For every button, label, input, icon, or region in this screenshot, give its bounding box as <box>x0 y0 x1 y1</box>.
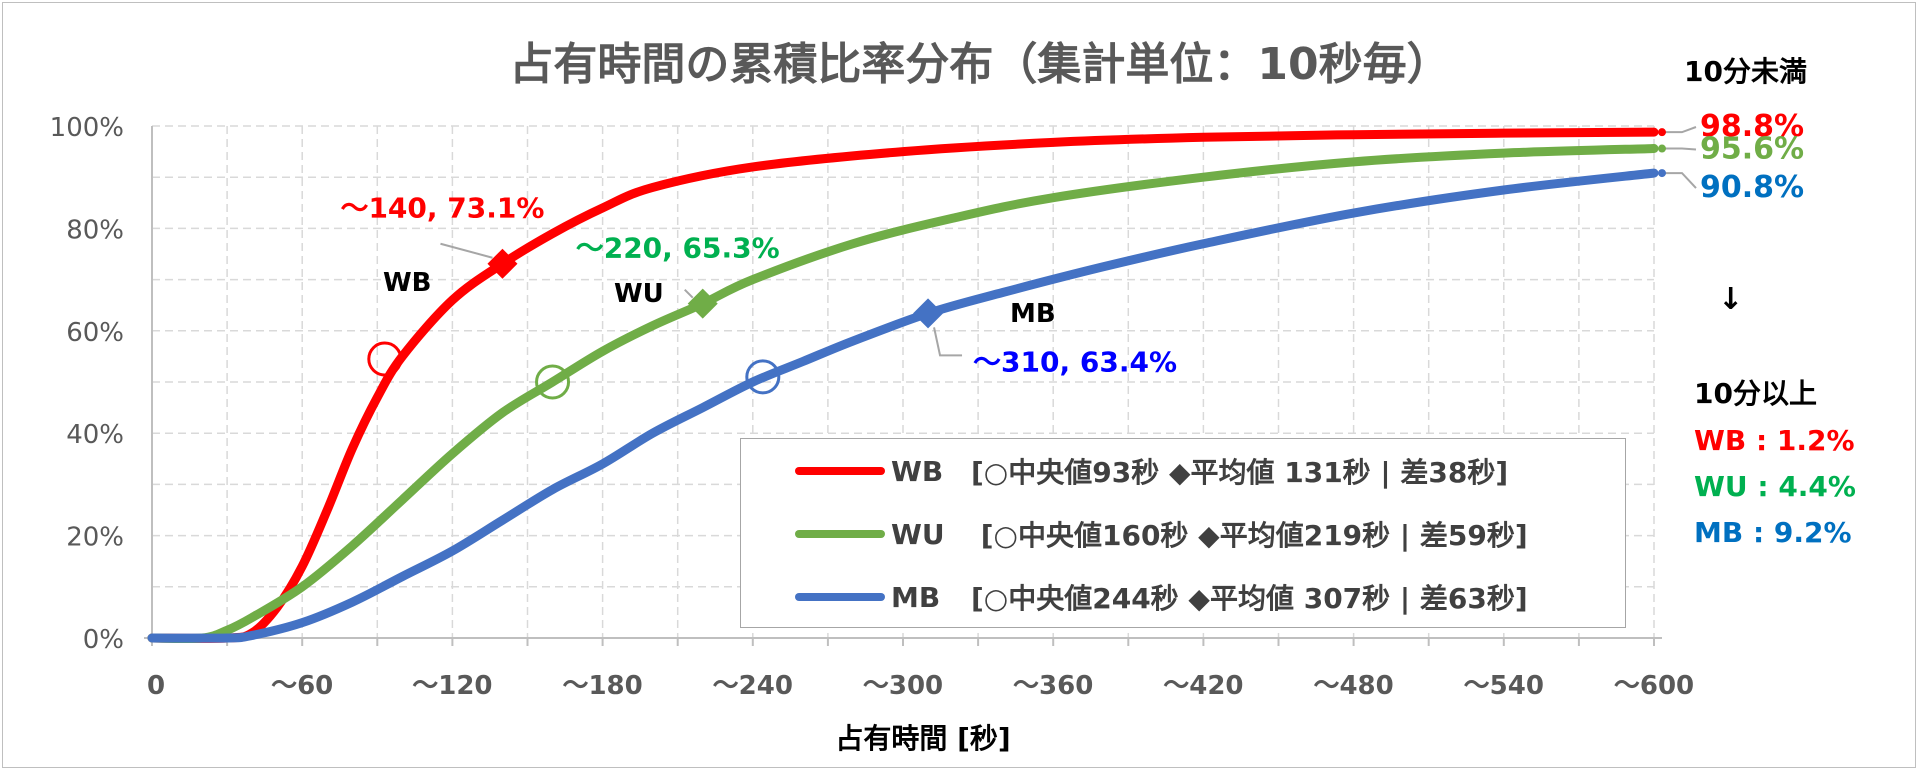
series-tag-mb: MB <box>1010 299 1056 329</box>
end-label-wu: 95.6% <box>1700 132 1804 167</box>
x-tick-label: 〜300 <box>863 671 943 701</box>
y-tick-label: 60% <box>66 318 124 348</box>
legend-text-wu: [○中央値160秒 ◆平均値219秒 | 差59秒] <box>971 519 1528 552</box>
legend-name-wb: WB <box>891 454 944 488</box>
series-line-wb <box>147 127 1659 643</box>
x-tick-label: 〜600 <box>1614 671 1694 701</box>
mean-leader-line-wb <box>440 242 493 259</box>
over-item-wu: WU : 4.4% <box>1694 470 1856 503</box>
median-marker-wu <box>535 364 571 400</box>
end-label-wb: 98.8% <box>1700 109 1804 144</box>
end-point-wb <box>1658 128 1666 137</box>
legend-text-mb: [○中央値244秒 ◆平均値 307秒 | 差63秒] <box>971 582 1528 615</box>
x-tick-label: 〜120 <box>412 671 492 701</box>
legend-item-mb: MB [○中央値244秒 ◆平均値 307秒 | 差63秒] <box>795 577 1528 617</box>
end-leader-line <box>1662 126 1697 134</box>
over-item-mb: MB : 9.2% <box>1694 516 1852 549</box>
mean-leader-line-wu <box>684 288 694 299</box>
x-tick-label: 〜240 <box>713 671 793 701</box>
x-axis-label: 占有時間 [秒] <box>835 722 1010 755</box>
legend-swatch-wb <box>795 467 885 475</box>
x-tick-label: 〜480 <box>1313 671 1393 701</box>
legend: WB [○中央値93秒 ◆平均値 131秒 | 差38秒] WU [○中央値16… <box>740 438 1626 628</box>
series-line-mb <box>147 168 1659 643</box>
chart-title: 占有時間の累積比率分布（集計単位：10秒毎） <box>509 39 1451 90</box>
mean-leader-line-mb <box>933 327 963 357</box>
median-marker-mb <box>745 359 781 395</box>
over-item-wb: WB : 1.2% <box>1694 424 1855 457</box>
series-tag-wu: WU <box>614 279 664 309</box>
series-tag-wb: WB <box>383 268 432 298</box>
legend-swatch-wu <box>795 530 885 538</box>
legend-name-wu: WU <box>891 517 945 551</box>
y-tick-label: 100% <box>50 113 124 143</box>
end-label-mb: 90.8% <box>1700 170 1804 205</box>
legend-text-wb: [○中央値93秒 ◆平均値 131秒 | 差38秒] <box>971 456 1509 489</box>
over-10min-label: 10分以上 <box>1694 377 1817 410</box>
legend-item-wu: WU [○中央値160秒 ◆平均値219秒 | 差59秒] <box>795 514 1528 554</box>
mean-marker-mb <box>913 298 944 329</box>
legend-item-wb: WB [○中央値93秒 ◆平均値 131秒 | 差38秒] <box>795 451 1508 491</box>
mean-marker-wu <box>687 288 718 319</box>
y-tick-label: 0% <box>83 625 124 655</box>
x-tick-label: 〜360 <box>1013 671 1093 701</box>
mean-marker-wb <box>487 248 518 279</box>
y-tick-label: 40% <box>66 420 124 450</box>
end-leader-line <box>1662 172 1697 189</box>
mean-label-mb: 〜310, 63.4% <box>973 345 1177 378</box>
y-tick-label: 20% <box>66 523 124 553</box>
x-tick-label: 〜540 <box>1464 671 1544 701</box>
legend-name-mb: MB <box>891 580 941 614</box>
end-leader-line <box>1662 147 1697 151</box>
legend-swatch-mb <box>795 593 885 601</box>
median-marker-wb <box>367 341 403 377</box>
series-line-wu <box>147 144 1659 644</box>
x-tick-label: 0 <box>147 671 165 701</box>
down-arrow-icon: ↓ <box>1718 282 1744 317</box>
x-tick-label: 〜180 <box>562 671 642 701</box>
x-tick-label: 〜60 <box>271 671 333 701</box>
mean-label-wu: 〜220, 65.3% <box>576 232 780 265</box>
end-point-wu <box>1658 144 1666 153</box>
mean-label-wb: 〜140, 73.1% <box>340 192 544 225</box>
x-tick-label: 〜420 <box>1163 671 1243 701</box>
y-tick-label: 80% <box>66 215 124 245</box>
end-point-mb <box>1658 169 1666 178</box>
under-10min-label: 10分未満 <box>1684 55 1807 88</box>
